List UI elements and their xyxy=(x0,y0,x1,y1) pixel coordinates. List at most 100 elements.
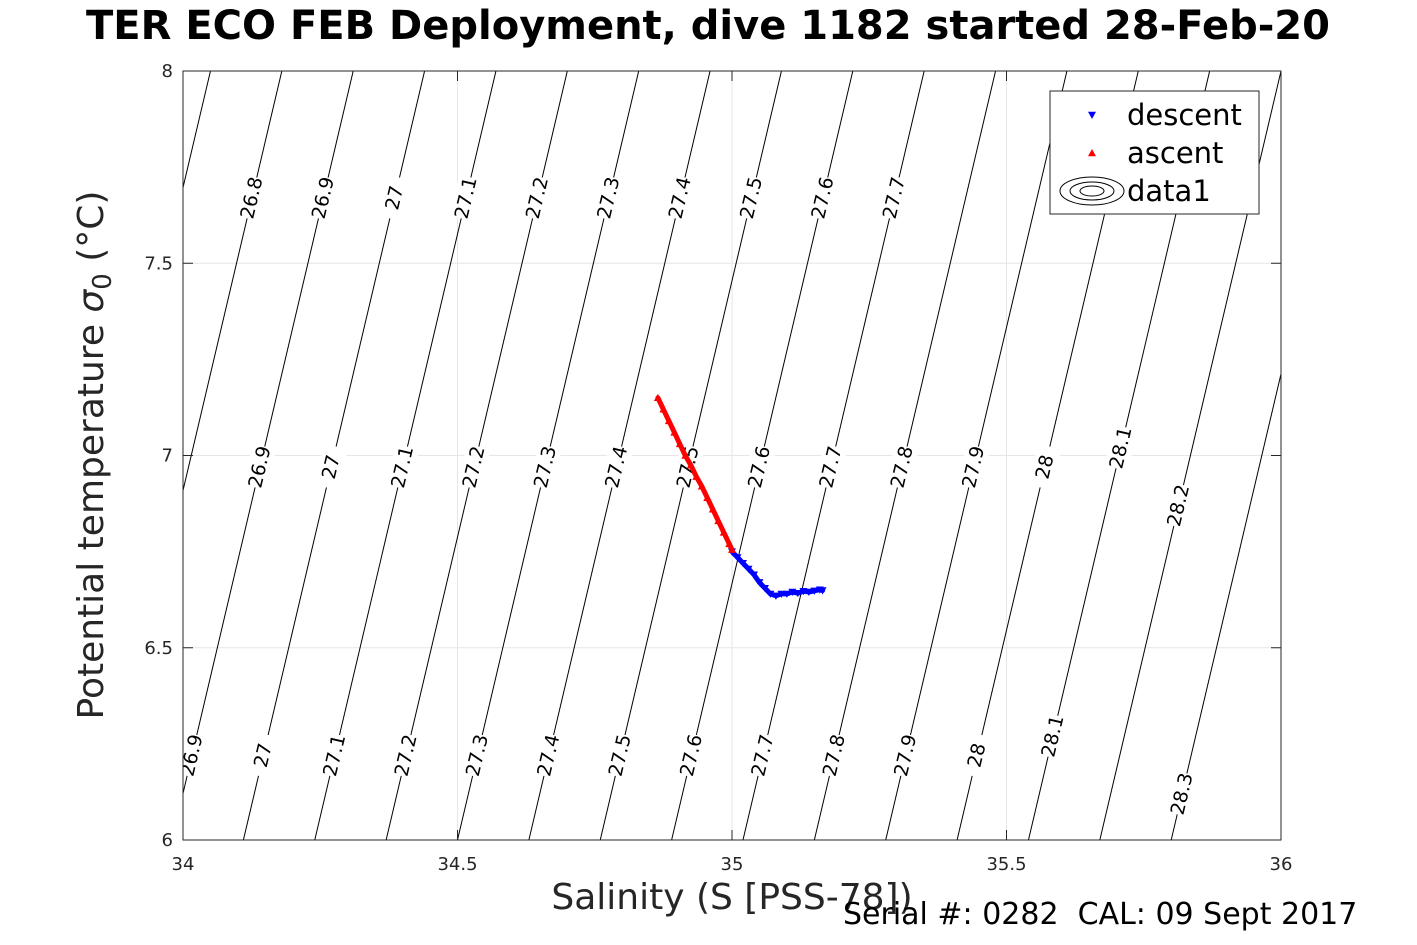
descent-point xyxy=(755,579,764,587)
contour-label-background xyxy=(183,732,209,779)
contour-label-background xyxy=(306,174,340,222)
legend-label-ascent: ascent xyxy=(1127,136,1223,170)
contour-label-group: 27 xyxy=(246,732,280,779)
contour-label-group: 27.1 xyxy=(318,732,352,779)
ascent-point xyxy=(719,528,728,536)
descent-point xyxy=(738,559,747,568)
contour-label-background xyxy=(603,732,637,779)
contour-label-background xyxy=(674,732,709,779)
legend-box xyxy=(1049,90,1260,215)
descent-point xyxy=(777,590,786,598)
y-tick-label: 6.5 xyxy=(144,638,173,659)
contour-label-background xyxy=(663,174,697,222)
contour-label-background xyxy=(235,174,269,222)
legend-label-descent: descent xyxy=(1127,98,1242,132)
descent-point xyxy=(810,587,819,595)
contour-line xyxy=(1170,371,1281,840)
ascent-point xyxy=(686,461,695,469)
ascent-point xyxy=(653,393,662,402)
axis-ticks: 34 34.5 35 35.5 36 6 6.5 7 7.5 8 xyxy=(144,61,1292,875)
contour-label-background xyxy=(885,443,919,491)
contour-label-group: 27 xyxy=(314,443,348,491)
ascent-point xyxy=(659,405,668,413)
contour-label-background xyxy=(1104,424,1138,471)
contour-label-background xyxy=(528,443,562,491)
contour-label-background xyxy=(960,732,994,779)
legend-contour-ring xyxy=(1079,185,1105,197)
legend: descent ascent data1 xyxy=(1049,90,1260,215)
x-tick-label: 35 xyxy=(721,854,744,875)
contour-label-background xyxy=(877,174,911,222)
descent-point xyxy=(818,587,827,595)
x-axis-label: Salinity (S [PSS-78]) xyxy=(551,877,913,918)
descent-point xyxy=(760,584,769,593)
contour-label-group: 28 xyxy=(1028,443,1062,491)
contour-label-background xyxy=(889,732,923,779)
x-tick-label: 34.5 xyxy=(437,854,477,875)
ascent-point xyxy=(725,539,734,548)
y-tick-label: 6 xyxy=(162,830,173,851)
contour-label-background xyxy=(746,732,780,779)
contour-label-background xyxy=(449,174,483,222)
contour-label-background xyxy=(806,174,840,222)
contour-label-background xyxy=(318,732,352,779)
contour-label-background xyxy=(386,443,420,491)
contour-label: 27 xyxy=(318,453,345,482)
x-tick-label: 35.5 xyxy=(986,854,1026,875)
contour-label-group: 28 xyxy=(960,732,994,779)
contour-label-background xyxy=(243,443,277,491)
data-series xyxy=(653,393,827,600)
descent-point xyxy=(766,590,775,598)
legend-ascent-marker xyxy=(1088,149,1096,157)
ascent-point xyxy=(728,545,736,553)
contour-label-background xyxy=(1162,482,1196,529)
ascent-point xyxy=(681,451,690,459)
contour-label-background xyxy=(814,443,848,491)
x-tick-label: 34 xyxy=(172,854,195,875)
contour-label-group: 26.8 xyxy=(235,174,269,222)
contour-label: 28 xyxy=(964,741,991,770)
contour-label: 27 xyxy=(381,184,408,213)
contour-label-background xyxy=(1036,713,1070,760)
ascent-point xyxy=(708,505,717,513)
descent-point xyxy=(799,588,808,596)
ascent-point xyxy=(714,516,723,525)
y-tick-label: 7 xyxy=(162,446,173,467)
ascent-point xyxy=(703,493,712,501)
contour-label: 27 xyxy=(250,741,277,770)
serial-calibration-footer: Serial #: 0282 CAL: 09 Sept 2017 xyxy=(843,897,1358,932)
contour-label-background xyxy=(314,443,348,491)
contour-label-group: 27.8 xyxy=(817,732,851,779)
contour-label-group: 27.4 xyxy=(600,443,634,491)
descent-point xyxy=(804,588,813,596)
contour-label-background xyxy=(817,732,851,779)
y-axis-label-subscript: 0 xyxy=(88,273,119,290)
y-axis-label-unit: (°C) xyxy=(71,190,113,274)
contour-label-group: 26.9 xyxy=(183,732,209,779)
ascent-point xyxy=(675,439,684,448)
contour-label-background xyxy=(734,174,769,222)
contour-label-background xyxy=(532,732,566,779)
contour-label-background xyxy=(389,732,423,779)
legend-descent-marker xyxy=(1088,111,1096,119)
chart-title: TER ECO FEB Deployment, dive 1182 starte… xyxy=(86,3,1330,49)
contour-label-background xyxy=(460,732,494,779)
descent-point xyxy=(749,571,758,579)
contour-label-group: 27.5 xyxy=(603,732,637,779)
y-axis-label-main: Potential temperature xyxy=(71,312,113,720)
y-axis-label-symbol: σ xyxy=(71,289,113,313)
y-tick-label: 7.5 xyxy=(144,253,173,274)
contour-label-background xyxy=(957,443,991,491)
contour-label-background xyxy=(742,443,777,491)
x-tick-label: 36 xyxy=(1270,854,1293,875)
contour-label-background xyxy=(246,732,280,779)
contour-label-background xyxy=(520,174,554,222)
contour-label-background xyxy=(592,174,626,222)
contour-label-background xyxy=(1165,770,1199,818)
ascent-point xyxy=(697,482,706,490)
contour-label-group: 27.9 xyxy=(957,443,991,491)
descent-point xyxy=(771,592,780,600)
descent-point xyxy=(733,554,742,562)
